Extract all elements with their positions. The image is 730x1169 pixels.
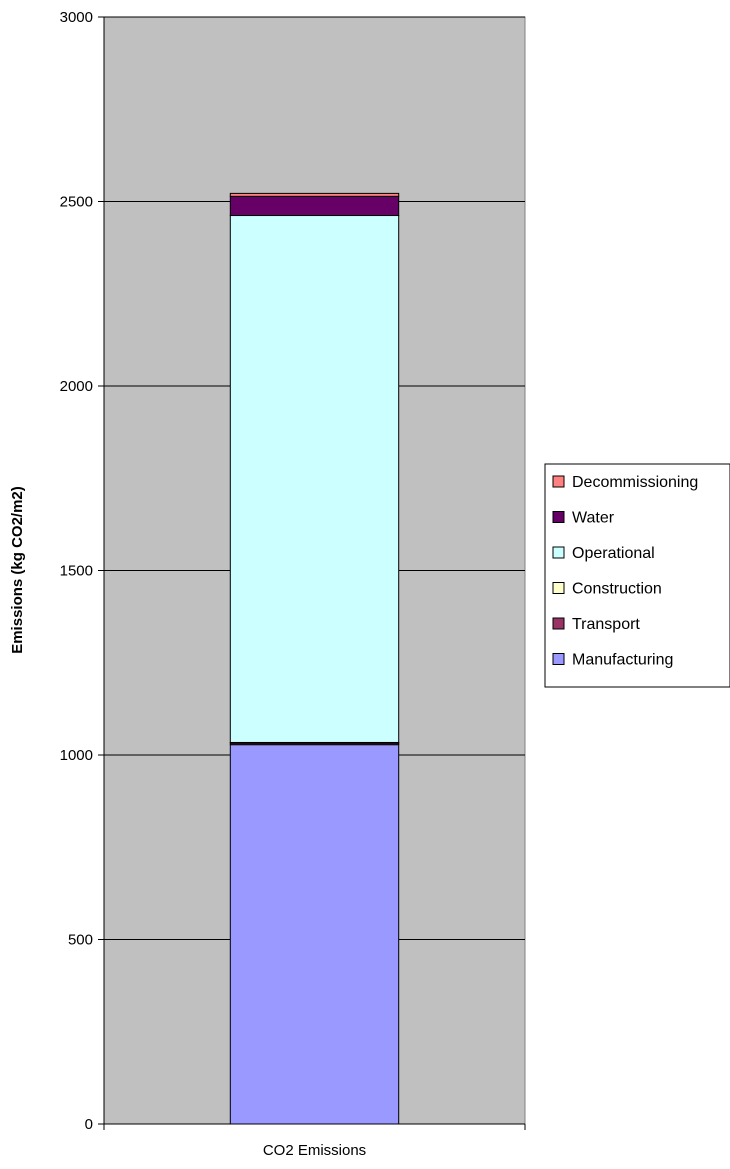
legend-entry-manufacturing: Manufacturing [572, 652, 673, 669]
axes [98, 16, 526, 1130]
y-tick-labels: 0 500 1000 1500 2000 2500 3000 [60, 9, 93, 1133]
bar-segment-water [229, 195, 400, 217]
legend-entry-transport: Transport [572, 616, 640, 633]
y-tick-label: 500 [68, 932, 93, 949]
legend-swatch-operational [552, 546, 565, 559]
legend-swatch-construction [552, 582, 565, 594]
legend-box [544, 463, 730, 688]
y-tick-label: 1500 [60, 563, 93, 580]
legend-swatch-water [552, 511, 565, 523]
y-tick-label: 2500 [60, 194, 93, 211]
x-category-label: CO2 Emissions [263, 1142, 366, 1159]
y-tick-label: 2000 [60, 378, 93, 395]
legend-entry-construction: Construction [572, 581, 662, 598]
y-tick-label: 1000 [60, 747, 93, 764]
x-category-labels: CO2 Emissions [263, 1142, 366, 1159]
legend-swatch-decommissioning [552, 475, 565, 488]
bar-segment-operational [229, 215, 400, 743]
bar-segment-decommissioning [229, 192, 400, 197]
legend-swatch-manufacturing [552, 653, 565, 665]
legend: Decommissioning Water Operational Construct… [544, 463, 730, 688]
legend-entry-decommissioning: Decommissioning [572, 474, 698, 491]
bar-segments [229, 192, 400, 1125]
y-axis-title: Emissions (kg CO2/m2) [9, 486, 26, 654]
legend-swatch-transport [552, 617, 565, 630]
bar-segment-manufacturing [229, 744, 400, 1125]
legend-entry-water: Water [572, 510, 615, 527]
legend-entry-operational: Operational [572, 545, 655, 562]
y-tick-label: 3000 [60, 9, 93, 26]
y-tick-label: 0 [85, 1116, 93, 1133]
